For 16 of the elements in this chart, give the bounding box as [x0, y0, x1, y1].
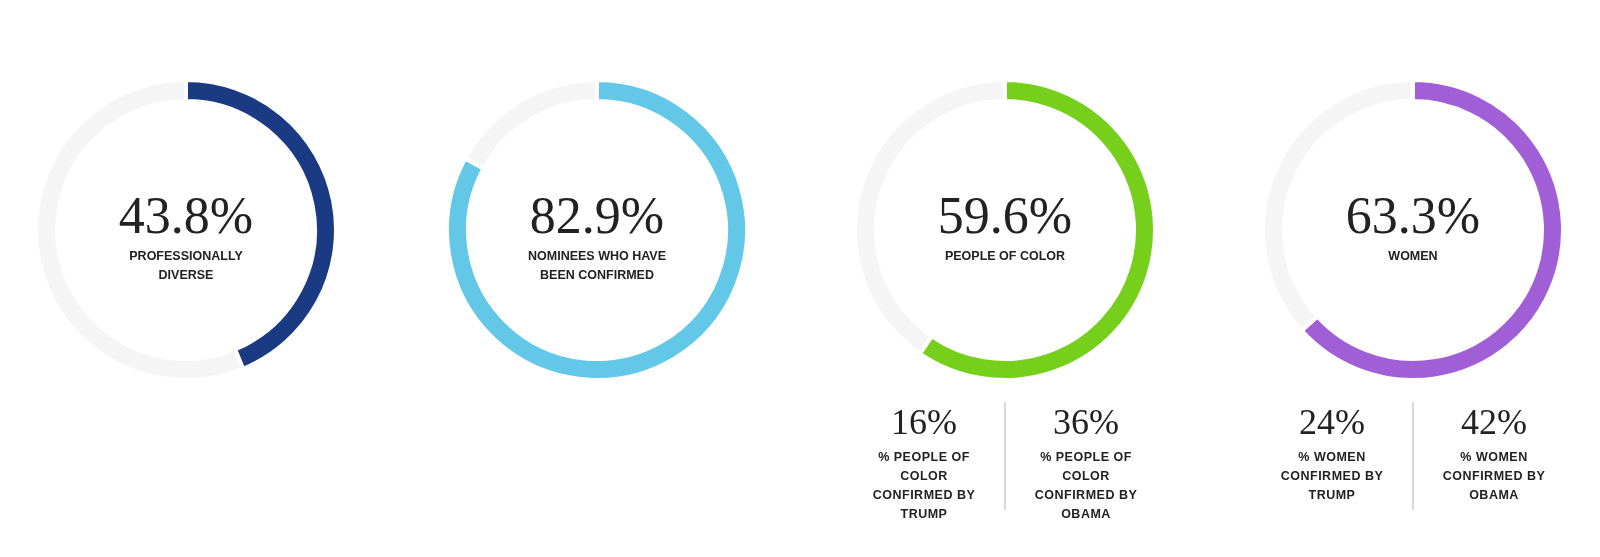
- slice-label: PROFESSIONALLY DIVERSE: [129, 249, 244, 282]
- slice-label: PEOPLE OF COLOR: [944, 249, 1066, 263]
- text: 42%: [1460, 402, 1528, 442]
- text: % PEOPLE OF COLOR CONFIRMED BY TRUMP: [871, 449, 977, 523]
- text: % PEOPLE OF COLOR CONFIRMED BY OBAMA: [1033, 449, 1139, 523]
- text: 24%: [1298, 402, 1366, 442]
- data-label: 82.9%: [529, 187, 665, 244]
- text: 16%: [890, 402, 958, 442]
- data-label: 43.8%: [118, 187, 254, 244]
- text: % WOMEN CONFIRMED BY OBAMA: [1441, 449, 1547, 504]
- data-label: 63.3%: [1345, 187, 1481, 244]
- data-label: 59.6%: [937, 187, 1073, 244]
- text: 36%: [1052, 402, 1120, 442]
- slice-label: WOMEN: [1388, 249, 1438, 263]
- slice-label: NOMINEES WHO HAVE BEEN CONFIRMED: [528, 249, 666, 282]
- text: % WOMEN CONFIRMED BY TRUMP: [1279, 449, 1385, 504]
